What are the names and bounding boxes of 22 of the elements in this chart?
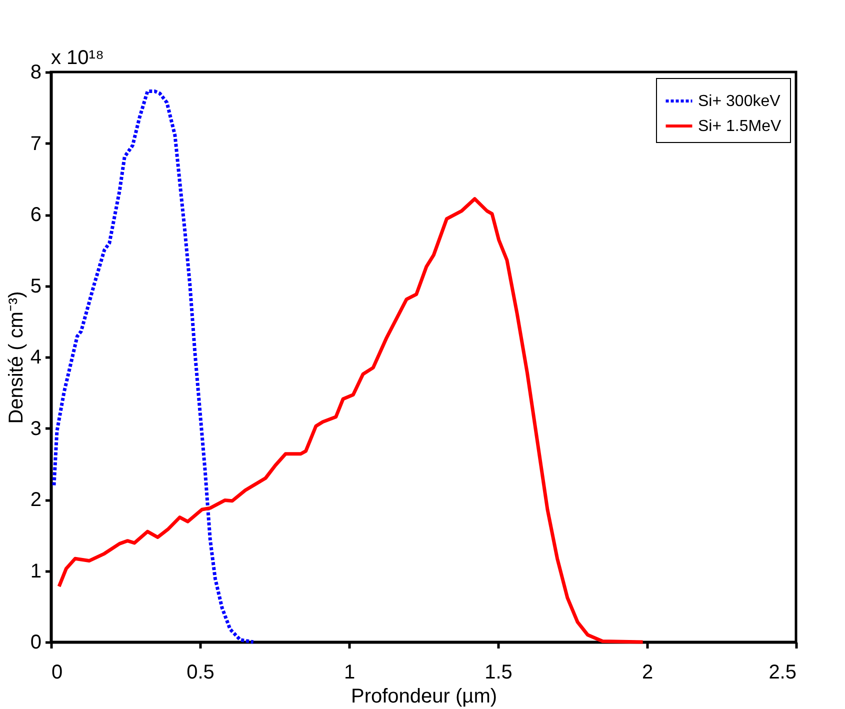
y-tick-label: 8 bbox=[30, 62, 42, 84]
x-tick-label: 0 bbox=[52, 662, 63, 684]
y-tick-label: 6 bbox=[30, 204, 42, 226]
x-tick-label: 2 bbox=[642, 662, 654, 684]
x-axis-title: Profondeur (µm) bbox=[350, 686, 498, 708]
legend-label: Si+ 300keV bbox=[698, 93, 781, 110]
y-tick-label: 2 bbox=[30, 489, 42, 511]
y-tick-label: 0 bbox=[30, 632, 42, 654]
y-tick-label: 7 bbox=[30, 132, 42, 155]
y-axis-title: Densité ( cm⁻³) bbox=[5, 291, 28, 424]
x-tick-label: 1 bbox=[344, 662, 356, 684]
y-tick-label: 4 bbox=[30, 346, 42, 368]
x-tick-label: 2.5 bbox=[768, 662, 796, 684]
y-tick-label: 3 bbox=[30, 418, 42, 440]
x-tick-label: 0.5 bbox=[186, 662, 214, 684]
x-tick-label: 1.5 bbox=[484, 662, 512, 684]
line-series bbox=[57, 197, 645, 644]
line-series bbox=[52, 89, 256, 644]
text: x 10¹⁸ bbox=[51, 47, 104, 69]
y-tick-label: 5 bbox=[30, 275, 42, 298]
legend-label: Si+ 1.5MeV bbox=[698, 118, 782, 135]
y-tick-label: 1 bbox=[30, 560, 42, 582]
